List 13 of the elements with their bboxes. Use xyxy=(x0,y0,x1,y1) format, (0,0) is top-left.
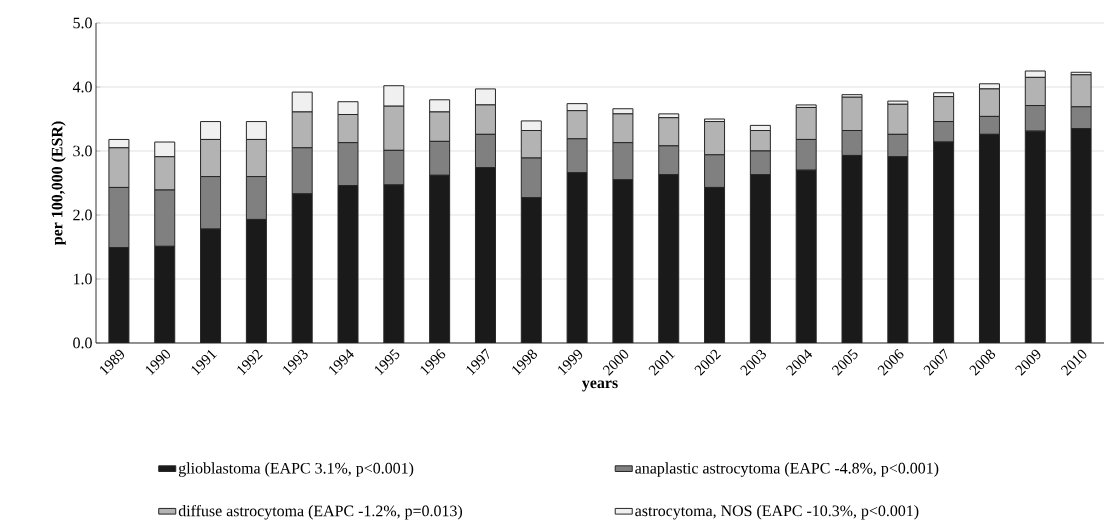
legend-label: anaplastic astrocytoma (EAPC -4.8%, p<0.001) xyxy=(635,462,939,477)
x-axis-title: years xyxy=(582,380,618,392)
y-tick-label: 5.0 xyxy=(73,17,92,29)
y-tick-label: 1.0 xyxy=(73,273,92,285)
legend-label: astrocytoma, NOS (EAPC -10.3%, p<0.001) xyxy=(635,504,919,520)
y-tick-label: 0.0 xyxy=(73,337,92,349)
y-tick-label: 2.0 xyxy=(73,209,92,221)
y-tick-label: 4.0 xyxy=(72,81,92,93)
legend-label: diffuse astrocytoma (EAPC -1.2%, p=0.013) xyxy=(178,504,463,520)
y-axis-title: per 100,000 (ESR) xyxy=(51,121,66,245)
legend-label: glioblastoma (EAPC 3.1%, p<0.001) xyxy=(178,462,414,477)
x-tick-label: 1991 xyxy=(191,350,217,376)
y-tick-label: 3.0 xyxy=(73,145,92,157)
